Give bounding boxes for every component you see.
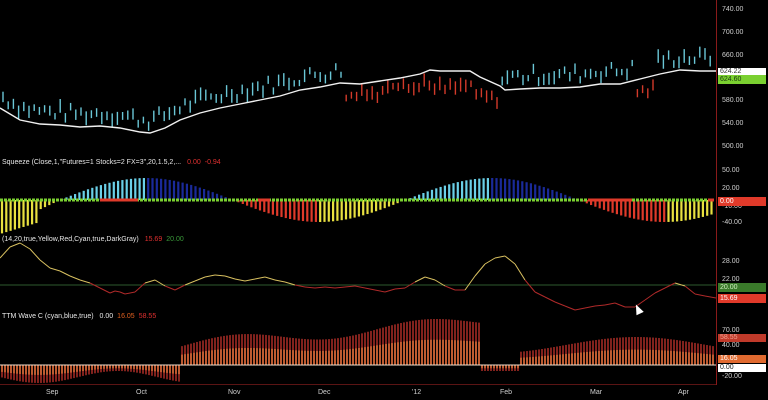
oscillator-tick: 22.00 [722, 276, 740, 283]
ttm-pane-title: TTM Wave C (cyan,blue,true) 0.00 16.05 58.5… [2, 313, 156, 320]
x-label-apr: Apr [678, 389, 689, 396]
ttm-tick: 40.00 [722, 342, 740, 349]
oscillator-value-2: 20.00 [166, 236, 184, 243]
squeeze-tick: -10.00 [722, 203, 742, 210]
squeeze-tick: 20.00 [722, 185, 740, 192]
x-label-mar: Mar [590, 389, 603, 396]
ttm-outer-badge: 58.55 [718, 334, 766, 342]
price-tick: 540.00 [722, 120, 744, 127]
price-tick: 500.00 [722, 143, 744, 150]
squeeze-value-badge: 0.00 [718, 197, 766, 206]
ttm-inner-badge: 16.05 [718, 355, 766, 363]
last-price-badge: 624.22 [718, 68, 766, 76]
time-axis-line [0, 384, 716, 385]
x-label-oct: Oct [136, 389, 147, 396]
ttm-tick: -20.00 [722, 373, 742, 380]
oscillator-value-1: 15.69 [144, 236, 163, 243]
ttm-value-3: 58.55 [138, 313, 157, 320]
oscillator-tick: 28.00 [722, 258, 740, 265]
ttm-value-2: 16.05 [117, 313, 135, 320]
x-label-dec: Dec [318, 389, 331, 396]
oscillator-pane-title: (14,20,true,Yellow,Red,Cyan,true,DarkGra… [2, 236, 184, 243]
squeeze-tick: -40.00 [722, 219, 742, 226]
ttm-zero-badge: 0.00 [718, 364, 766, 372]
squeeze-study-name: Squeeze (Close,1,"Futures=1 Stocks=2 FX=… [2, 159, 182, 166]
squeeze-value-2: -0.94 [204, 159, 221, 166]
ttm-tick: 70.00 [722, 327, 740, 334]
price-tick: 660.00 [722, 52, 744, 59]
price-tick: 740.00 [722, 6, 744, 13]
x-label-nov: Nov [228, 389, 241, 396]
x-label-feb: Feb [500, 389, 513, 396]
x-label-jan-12: '12 [412, 389, 422, 396]
price-axis-divider [716, 0, 717, 385]
price-tick: 700.00 [722, 29, 744, 36]
squeeze-pane-title: Squeeze (Close,1,"Futures=1 Stocks=2 FX=… [2, 159, 221, 166]
threshold-badge: 20.00 [718, 283, 766, 292]
squeeze-value-1: 0.00 [187, 159, 201, 166]
close-price-badge: 624.60 [718, 75, 766, 84]
ttm-study-name: TTM Wave C (cyan,blue,true) [2, 313, 94, 320]
oscillator-study-name: (14,20,true,Yellow,Red,Cyan,true,DarkGra… [2, 236, 139, 243]
price-tick: 580.00 [722, 97, 744, 104]
squeeze-tick: 50.00 [722, 167, 740, 174]
oscillator-value-badge: 15.69 [718, 294, 766, 303]
ttm-value-1: 0.00 [99, 313, 114, 320]
x-label-sep: Sep [46, 389, 59, 396]
